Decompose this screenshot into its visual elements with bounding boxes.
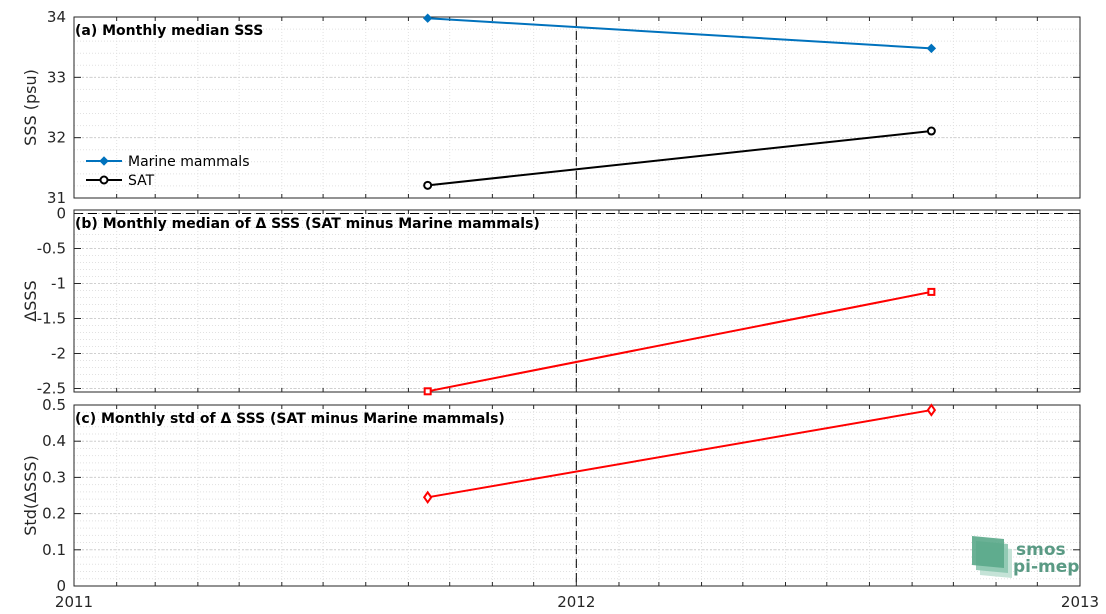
y-tick-label: -1 — [51, 275, 66, 293]
series-line — [427, 409, 932, 499]
x-tick-label: 2013 — [1061, 593, 1099, 610]
y-tick-label: 0.4 — [42, 432, 66, 450]
y-axis-label: ΔSSS — [21, 280, 40, 321]
y-tick-label: 0.2 — [42, 505, 66, 523]
legend-label: Marine mammals — [128, 154, 250, 170]
legend-label: SAT — [128, 173, 155, 189]
series-line — [427, 130, 932, 187]
data-point — [422, 490, 433, 505]
legend-marker — [99, 156, 109, 166]
series-line — [427, 17, 932, 50]
panel-title: (a) Monthly median SSS — [75, 23, 263, 39]
data-point — [423, 387, 432, 396]
y-tick-label: 0.3 — [42, 468, 66, 486]
y-tick-label: 33 — [47, 68, 66, 86]
x-tick-label: 2011 — [55, 593, 93, 610]
y-tick-label: 31 — [47, 189, 66, 207]
y-tick-label: 34 — [47, 8, 66, 26]
panel-title: (c) Monthly std of Δ SSS (SAT minus Mari… — [75, 411, 505, 427]
logo-layer — [972, 536, 1004, 568]
y-tick-label: 0 — [56, 205, 66, 223]
y-axis-label: SSS (psu) — [21, 69, 40, 146]
y-axis-label: Std(ΔSSS) — [21, 455, 40, 535]
data-point — [926, 403, 937, 417]
y-tick-label: 32 — [47, 129, 66, 147]
axes-frame — [73, 404, 1081, 587]
data-point — [423, 180, 433, 190]
y-tick-label: -0.5 — [37, 240, 66, 258]
logo-text-bottom: pi-mep — [1013, 557, 1079, 577]
y-tick-label: 0.5 — [42, 396, 66, 414]
y-tick-label: 0 — [56, 577, 66, 595]
x-tick-label: 2012 — [557, 593, 595, 610]
y-tick-label: 0.1 — [42, 541, 66, 559]
series-line — [427, 290, 932, 393]
y-tick-label: -2 — [51, 345, 66, 363]
panel-title: (b) Monthly median of Δ SSS (SAT minus M… — [75, 216, 540, 232]
axes-frame — [73, 209, 1081, 393]
y-tick-label: -2.5 — [37, 380, 66, 398]
logo-text-top: smos — [1016, 540, 1066, 560]
data-point — [927, 287, 936, 296]
data-point — [926, 126, 936, 136]
data-point — [926, 43, 937, 54]
axes-frame — [73, 16, 1081, 199]
data-point — [422, 13, 433, 23]
legend-marker — [99, 175, 109, 185]
y-tick-label: -1.5 — [37, 310, 66, 328]
